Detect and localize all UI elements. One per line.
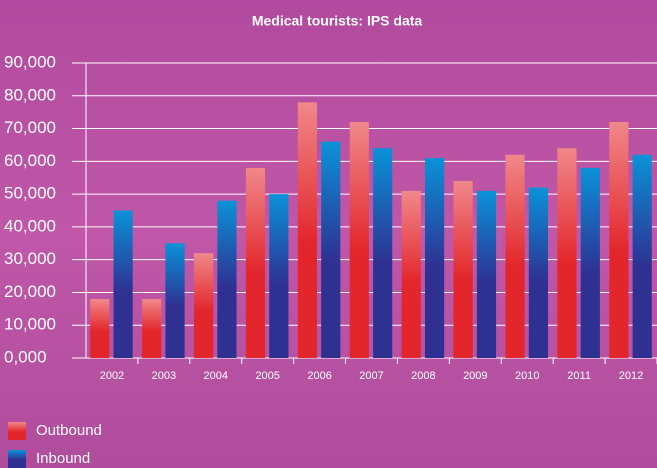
y-tick-label: 70,000 bbox=[4, 118, 56, 137]
x-tick-label: 2009 bbox=[463, 370, 487, 382]
bar bbox=[557, 148, 576, 358]
x-tick-label: 2006 bbox=[307, 370, 331, 382]
bar bbox=[165, 243, 184, 358]
bar bbox=[217, 201, 236, 358]
chart: Medical tourists: IPS data 0,000 10,000 20… bbox=[0, 0, 657, 468]
legend-swatch bbox=[8, 450, 26, 468]
bar bbox=[298, 102, 317, 358]
y-tick-label: 50,000 bbox=[4, 184, 56, 203]
x-tick-label: 2004 bbox=[204, 370, 228, 382]
bar bbox=[194, 253, 213, 358]
bar bbox=[529, 188, 548, 358]
legend-label: Inbound bbox=[36, 450, 90, 467]
bar bbox=[90, 299, 109, 358]
x-tick-label: 2012 bbox=[619, 370, 643, 382]
bar bbox=[402, 191, 421, 358]
bar bbox=[505, 155, 524, 358]
bar bbox=[581, 168, 600, 358]
y-tick-label: 60,000 bbox=[4, 151, 56, 170]
bar bbox=[350, 122, 369, 358]
bar bbox=[142, 299, 161, 358]
bar bbox=[609, 122, 628, 358]
y-tick-label: 10,000 bbox=[4, 315, 56, 334]
x-tick-label: 2010 bbox=[515, 370, 539, 382]
bar bbox=[373, 148, 392, 358]
legend-swatch bbox=[8, 422, 26, 440]
x-tick-label: 2011 bbox=[567, 370, 591, 382]
bar bbox=[269, 194, 288, 358]
bar bbox=[425, 158, 444, 358]
bar bbox=[246, 168, 265, 358]
legend-label: Outbound bbox=[36, 422, 102, 439]
y-tick-label: 80,000 bbox=[4, 85, 56, 104]
bar bbox=[477, 191, 496, 358]
chart-title: Medical tourists: IPS data bbox=[252, 13, 423, 29]
y-tick-label: 90,000 bbox=[4, 52, 56, 71]
y-tick-label: 40,000 bbox=[4, 216, 56, 235]
bar bbox=[321, 142, 340, 358]
y-tick-label: 0,000 bbox=[4, 347, 47, 366]
y-tick-label: 30,000 bbox=[4, 249, 56, 268]
x-tick-label: 2002 bbox=[100, 370, 124, 382]
x-tick-label: 2008 bbox=[411, 370, 435, 382]
bar bbox=[633, 155, 652, 358]
x-tick-label: 2005 bbox=[255, 370, 279, 382]
x-tick-label: 2003 bbox=[152, 370, 176, 382]
y-tick-label: 20,000 bbox=[4, 282, 56, 301]
x-tick-label: 2007 bbox=[359, 370, 383, 382]
bar bbox=[454, 181, 473, 358]
bar bbox=[114, 211, 133, 359]
